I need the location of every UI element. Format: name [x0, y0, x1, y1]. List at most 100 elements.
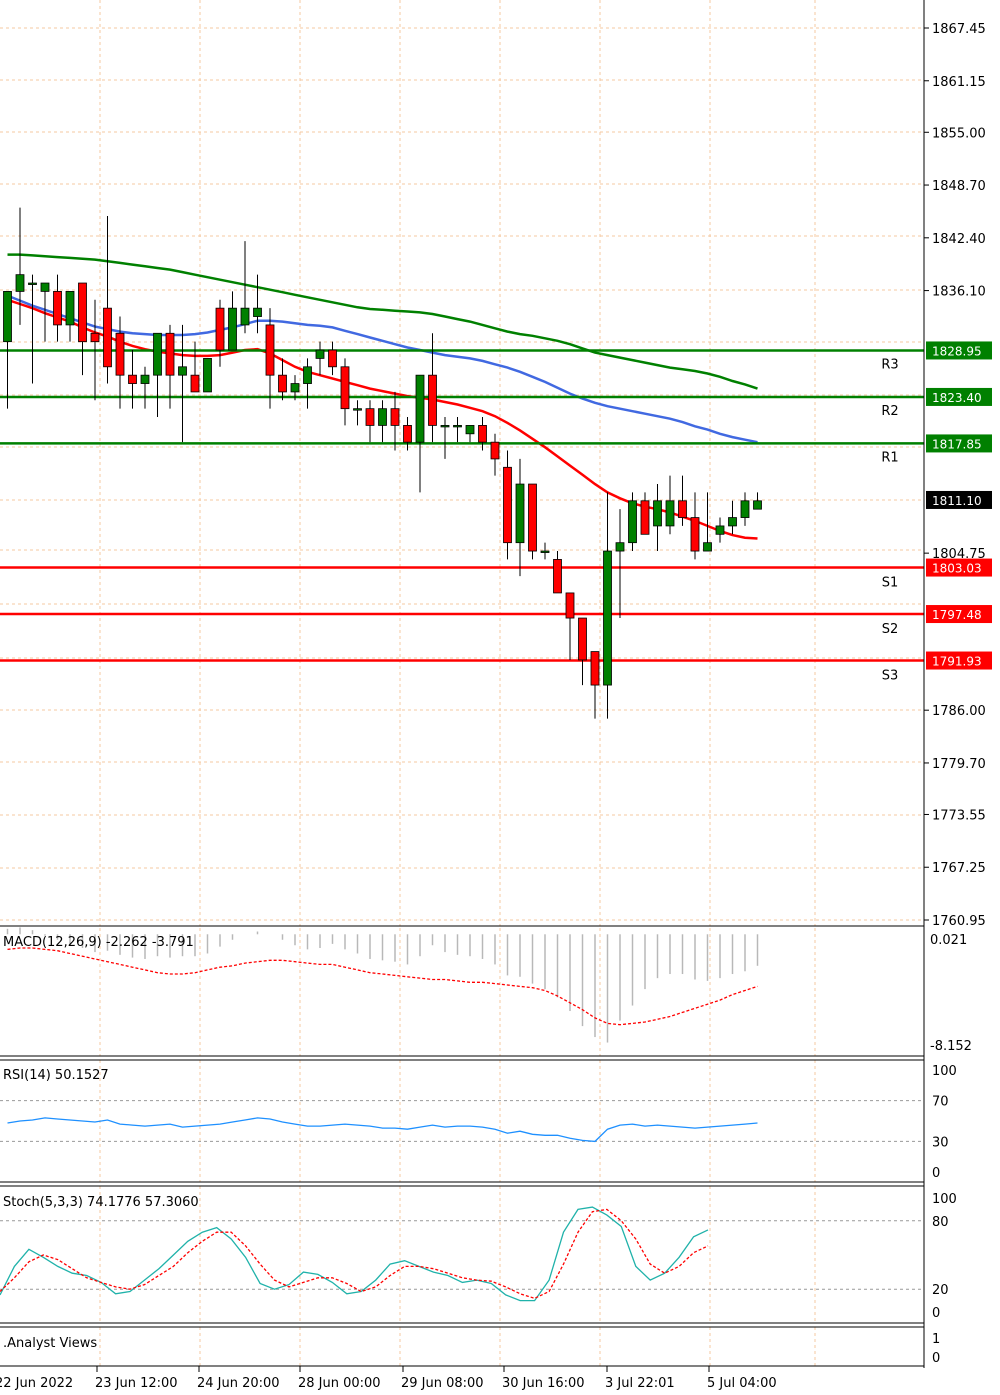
level-badge-r1 — [926, 434, 992, 453]
analyst-views-pane: .Analyst Views 1 0 — [3, 1332, 940, 1366]
candle-body-27 — [340, 366, 350, 410]
candle-body-14 — [178, 366, 187, 376]
candle-body-17 — [215, 307, 225, 351]
candle-body-50 — [628, 500, 637, 544]
candle-body-11 — [140, 374, 150, 384]
candle-body-28 — [353, 408, 362, 411]
candle-body-41 — [515, 483, 525, 544]
time-label-3: 28 Jun 00:00 — [298, 1376, 381, 1391]
candle-body-51 — [640, 500, 650, 535]
candle-body-42 — [528, 483, 537, 552]
stoch-k-line — [0, 1206, 709, 1302]
candle-body-40 — [503, 466, 512, 544]
candle-body-6 — [78, 282, 87, 343]
candle-body-12 — [153, 332, 162, 376]
candle-body-4 — [53, 291, 62, 326]
level-badge-label-r3: 1828.95 — [932, 344, 982, 358]
candle-body-38 — [478, 425, 487, 443]
candle-body-9 — [115, 332, 125, 376]
time-axis: 22 Jun 2022 23 Jun 12:00 24 Jun 20:00 28 Ju… — [0, 1366, 777, 1391]
level-badge-r2 — [926, 387, 992, 406]
candle-body-19 — [240, 307, 250, 326]
level-badge-label-s1: 1803.03 — [932, 562, 982, 576]
time-label-7: 5 Jul 04:00 — [707, 1376, 777, 1391]
price-tick-label-9: 1773.55 — [932, 808, 986, 823]
candle-body-36 — [453, 425, 462, 428]
candle-body-25 — [315, 349, 325, 359]
candle-body-45 — [565, 592, 575, 619]
price-tick-label-1: 1861.15 — [932, 75, 986, 90]
level-name-r1: R1 — [881, 450, 898, 465]
rsi-line — [7, 1117, 758, 1143]
candle-body-32 — [403, 425, 412, 443]
candle-body-13 — [165, 332, 175, 376]
analyst-label: .Analyst Views — [3, 1336, 97, 1351]
grid-lines — [0, 0, 924, 1366]
candle-body-43 — [540, 550, 550, 553]
moving-average-2 — [7, 253, 758, 390]
candle-body-60 — [753, 500, 762, 510]
candle-body-15 — [190, 374, 200, 393]
current-price-badge — [926, 490, 992, 509]
candle-body-46 — [578, 617, 587, 661]
time-label-6: 3 Jul 22:01 — [605, 1376, 675, 1391]
candle-body-23 — [290, 383, 300, 393]
time-label-5: 30 Jun 16:00 — [502, 1376, 585, 1391]
candle-body-35 — [440, 425, 450, 428]
candle-body-20 — [253, 307, 262, 317]
candle-body-44 — [553, 559, 562, 594]
level-badge-label-r2: 1823.40 — [932, 391, 982, 405]
level-badge-label-s3: 1791.93 — [932, 655, 982, 669]
analyst-level-label-1: 0 — [932, 1351, 940, 1366]
price-tick-label-8: 1779.70 — [932, 757, 986, 772]
candle-body-8 — [103, 307, 112, 368]
price-tick-label-11: 1760.95 — [932, 914, 986, 929]
candle-body-47 — [590, 651, 600, 686]
pane-frames — [0, 925, 924, 1367]
level-badge-label-s2: 1797.48 — [932, 608, 982, 622]
price-tick-label-0: 1867.45 — [932, 22, 986, 37]
support-resistance-levels: R3 R2 R1 S1 S2 S3 — [0, 349, 924, 684]
level-name-s1: S1 — [882, 576, 899, 591]
macd-pane: MACD(12,26,9) -2.262 -3.791 0.021 -8.152 — [3, 927, 972, 1054]
candle-body-53 — [665, 500, 675, 527]
candle-body-57 — [715, 525, 725, 535]
stoch-level-label-3: 0 — [932, 1306, 940, 1321]
candle-body-0 — [3, 291, 12, 343]
level-badge-s3 — [926, 651, 992, 670]
candle-body-30 — [378, 408, 387, 426]
candle-body-33 — [415, 374, 425, 443]
candle-body-16 — [203, 358, 212, 393]
candle-body-1 — [15, 274, 25, 292]
stoch-level-label-0: 100 — [932, 1192, 957, 1207]
level-name-s2: S2 — [882, 622, 899, 637]
candlesticks — [3, 207, 762, 719]
candle-body-34 — [428, 374, 437, 426]
candle-body-54 — [678, 500, 687, 518]
rsi-level-label-0: 100 — [932, 1064, 957, 1079]
price-tick-label-3: 1848.70 — [932, 179, 986, 194]
price-tick-label-4: 1842.40 — [932, 232, 986, 247]
candle-body-59 — [740, 500, 750, 518]
macd-label: MACD(12,26,9) -2.262 -3.791 — [3, 935, 194, 950]
candle-body-29 — [365, 408, 375, 426]
rsi-level-label-2: 30 — [932, 1135, 949, 1150]
candle-body-52 — [653, 500, 662, 527]
macd-tick-top: 0.021 — [930, 933, 967, 948]
macd-tick-bottom: -8.152 — [930, 1039, 972, 1054]
rsi-level-label-1: 70 — [932, 1095, 949, 1110]
level-badge-s1 — [926, 558, 992, 577]
price-tick-label-10: 1767.25 — [932, 861, 986, 876]
candle-body-22 — [278, 374, 287, 393]
candle-body-2 — [28, 282, 37, 285]
candle-body-48 — [603, 550, 612, 686]
candle-body-3 — [40, 282, 50, 292]
rsi-pane: RSI(14) 50.1527 100 70 30 0 — [0, 1064, 957, 1181]
level-name-r2: R2 — [881, 404, 898, 419]
time-label-0: 22 Jun 2022 — [0, 1376, 73, 1391]
price-axis: 1867.45 1861.15 1855.00 1848.70 1842.40 1836.… — [923, 0, 992, 1368]
candle-body-55 — [690, 517, 700, 552]
price-tick-label-7: 1786.00 — [932, 704, 986, 719]
candle-body-21 — [265, 324, 275, 376]
